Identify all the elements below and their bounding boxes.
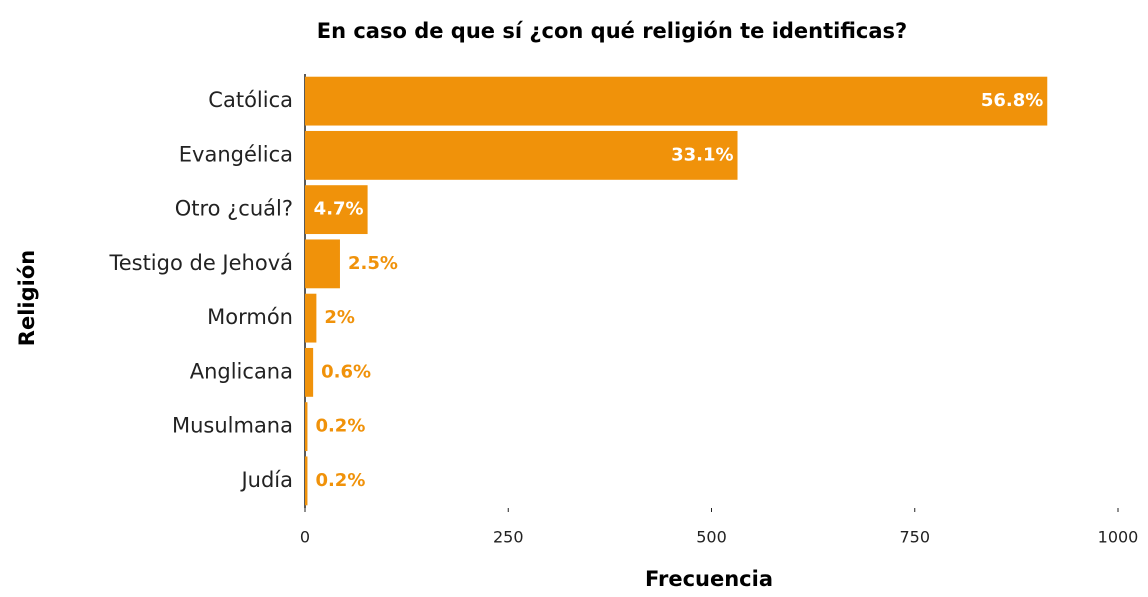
bar [305, 185, 368, 235]
bar [305, 456, 308, 506]
y-tick-label: Evangélica [179, 142, 293, 166]
y-tick-label: Anglicana [190, 359, 293, 383]
bar [305, 402, 308, 452]
bar-label: 56.8% [981, 90, 1043, 111]
bar-label: 0.2% [315, 470, 365, 491]
bar-label: 2.5% [348, 253, 398, 274]
bar-label: 0.2% [315, 416, 365, 437]
y-tick-label: Judía [239, 468, 293, 492]
y-tick-label: Testigo de Jehová [108, 251, 293, 275]
x-tick-label: 1000 [1098, 528, 1139, 547]
x-tick-label: 0 [300, 528, 310, 547]
y-tick-label: Mormón [207, 305, 293, 329]
bar [305, 76, 1048, 126]
bar-label: 4.7% [314, 199, 364, 220]
x-axis-label: Frecuencia [645, 567, 773, 591]
bar-label: 33.1% [671, 144, 733, 165]
y-tick-label: Otro ¿cuál? [175, 197, 293, 221]
bar-label: 0.6% [321, 361, 371, 382]
chart-title: En caso de que sí ¿con qué religión te i… [317, 19, 907, 43]
bar [305, 130, 738, 180]
y-tick-label: Católica [208, 88, 293, 112]
bar [305, 293, 317, 343]
x-tick-label: 750 [899, 528, 930, 547]
y-axis-label: Religión [15, 250, 39, 346]
x-tick-label: 250 [493, 528, 524, 547]
bar-label: 2% [324, 307, 355, 328]
y-tick-label: Musulmana [172, 414, 293, 438]
bar [305, 347, 314, 397]
x-tick-label: 500 [696, 528, 727, 547]
bar [305, 239, 340, 289]
